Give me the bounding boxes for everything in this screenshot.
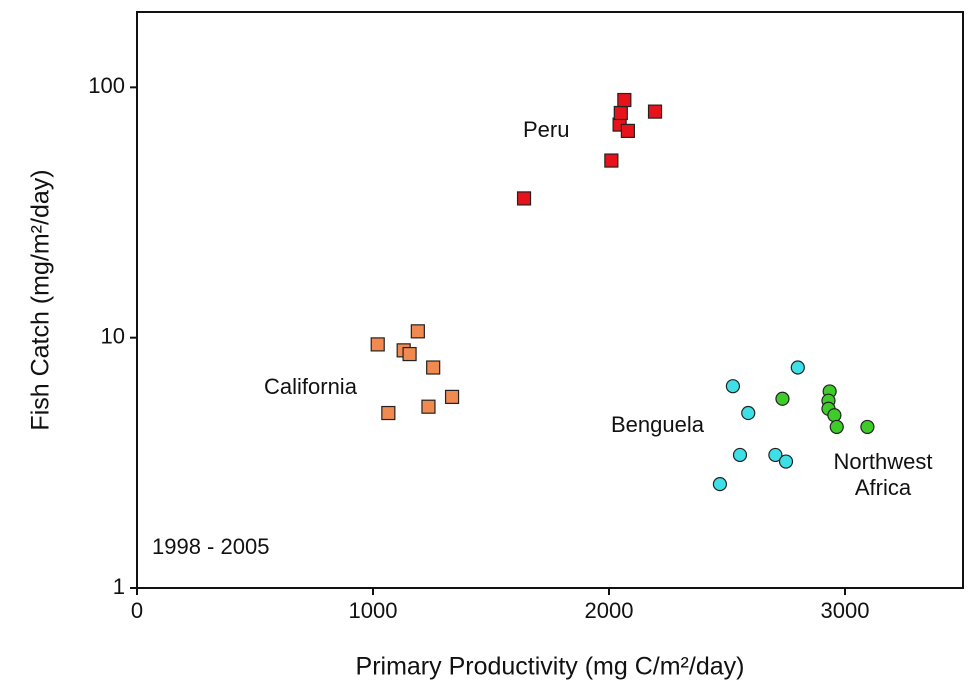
y-tick-label: 1 [113,574,125,599]
y-axis-title: Fish Catch (mg/m²/day) [27,169,55,430]
data-point [778,454,794,469]
annotation: 1998 - 2005 [152,534,269,559]
data-point [775,391,790,406]
data-point [613,105,628,121]
data-point [516,191,532,206]
y-tick-label: 100 [88,73,125,98]
data-point [647,104,663,119]
data-point [620,123,635,138]
data-point [829,419,844,435]
data-point [741,405,756,421]
series-label: Peru [523,117,570,142]
x-tick-label: 2000 [585,598,634,623]
data-point [790,360,805,375]
data-point [827,408,842,423]
plot-frame [136,11,964,589]
data-point [444,389,460,404]
data-point [725,379,741,394]
series-label: Benguela [611,412,704,437]
data-point [410,324,425,339]
x-tick-label: 1000 [349,598,398,623]
data-point [617,92,632,108]
data-point [860,419,875,435]
data-point [768,447,783,463]
x-axis-title: Primary Productivity (mg C/m²/day) [356,653,745,681]
series-label: Northwest Africa [833,449,933,500]
data-point [370,337,385,352]
data-point [604,153,619,168]
data-point [712,477,728,492]
data-point [732,447,748,463]
data-point [426,360,441,375]
series-label: California [264,374,357,399]
x-tick-label: 3000 [821,598,870,623]
data-point [402,346,417,362]
y-tick-label: 10 [101,323,125,348]
data-point [421,399,436,414]
x-tick-label: 0 [131,598,143,623]
data-point [381,405,396,421]
